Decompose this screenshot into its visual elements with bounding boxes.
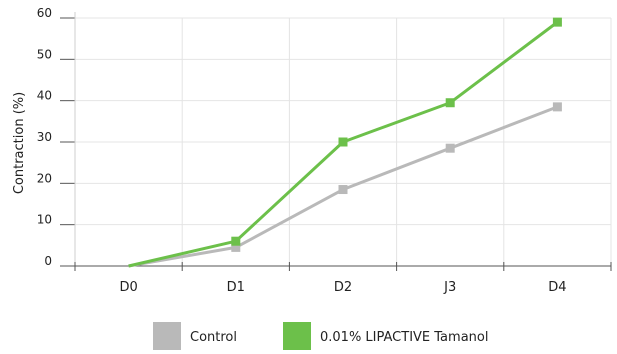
grid [74,17,612,266]
legend-label: 0.01% LIPACTIVE Tamanol [320,330,488,345]
data-point [231,236,241,246]
data-point [231,242,241,252]
x-tick-label: D2 [334,280,352,295]
series [128,17,562,268]
data-point [445,98,455,108]
legend-swatch [153,322,181,350]
y-tick-label: 30 [37,130,52,144]
data-point [552,102,562,112]
x-tick-label: J3 [443,280,456,295]
y-tick-label: 50 [37,47,52,61]
legend-label: Control [190,330,237,345]
y-tick-label: 20 [37,171,52,185]
y-axis-label: Contraction (%) [12,92,27,194]
x-tick-label: D0 [119,280,137,295]
data-point [552,17,562,27]
legend-swatch [283,322,311,350]
axes: 0 10 20 30 40 50 60 D0 D1 D2 J3 D4 [37,6,612,295]
data-point [338,185,348,195]
legend: Control 0.01% LIPACTIVE Tamanol [153,322,488,350]
y-tick-label: 0 [44,254,52,268]
y-tick-label: 60 [37,6,52,20]
data-point [338,137,348,147]
data-point [445,143,455,153]
y-tick-label: 40 [37,89,52,103]
x-tick-label: D1 [227,280,245,295]
x-tick-label: D4 [548,280,566,295]
y-tick-label: 10 [37,213,52,227]
